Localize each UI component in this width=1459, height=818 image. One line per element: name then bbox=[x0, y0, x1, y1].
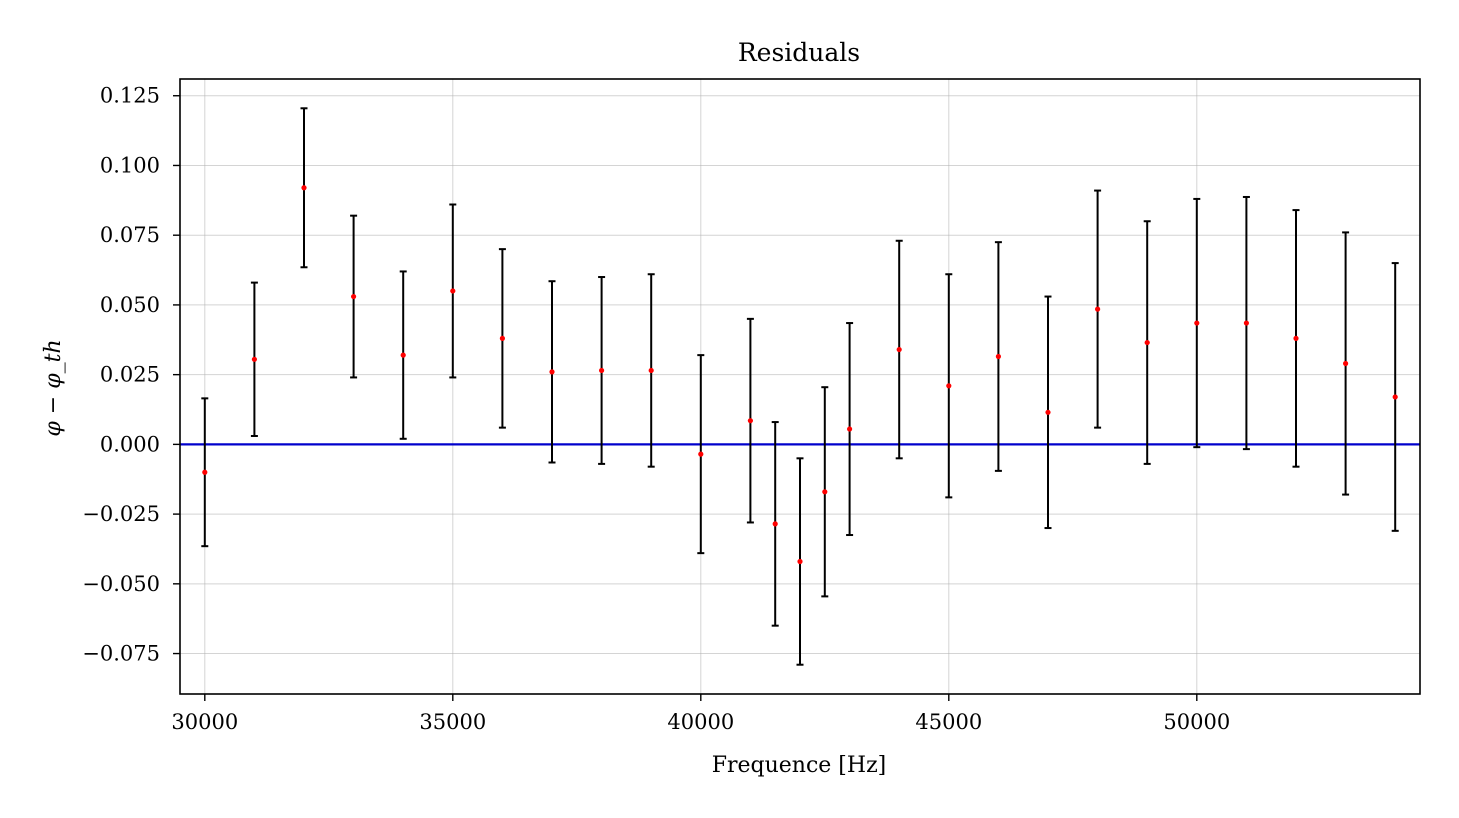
y-axis-ticks: 0.125 0.100 0.075 0.050 0.025 0.000 −0.025 −0.0… bbox=[82, 84, 180, 666]
y-tick-label: 0.025 bbox=[100, 363, 160, 387]
x-axis-label: Frequence [Hz] bbox=[712, 753, 887, 778]
x-tick-label: 30000 bbox=[171, 710, 238, 734]
data-point bbox=[1144, 339, 1150, 346]
data-point bbox=[301, 185, 307, 191]
data-point bbox=[1194, 320, 1200, 326]
errorbars bbox=[201, 107, 1399, 666]
data-point bbox=[896, 346, 902, 353]
x-tick-label: 35000 bbox=[419, 710, 486, 734]
y-tick-label: 0.050 bbox=[100, 293, 160, 317]
data-point bbox=[1392, 394, 1398, 400]
y-tick-label: 0.000 bbox=[100, 432, 160, 456]
data-point bbox=[995, 353, 1002, 360]
data-point bbox=[450, 288, 456, 294]
y-tick-label: 0.100 bbox=[100, 153, 160, 177]
y-tick-label: 0.075 bbox=[100, 223, 160, 247]
x-tick-label: 40000 bbox=[667, 710, 734, 734]
y-tick-label: −0.050 bbox=[82, 572, 160, 596]
data-point bbox=[251, 356, 257, 362]
data-point bbox=[1343, 360, 1349, 367]
chart-title: Residuals bbox=[738, 38, 860, 67]
y-tick-label: 0.125 bbox=[100, 84, 160, 108]
x-tick-label: 45000 bbox=[915, 710, 982, 734]
data-point bbox=[549, 369, 555, 375]
data-point bbox=[772, 521, 778, 527]
x-axis-ticks: 30000 35000 40000 45000 50000 bbox=[171, 694, 1230, 734]
y-tick-label: −0.075 bbox=[82, 642, 160, 666]
data-point bbox=[822, 489, 828, 495]
data-point bbox=[946, 383, 952, 389]
data-point bbox=[1045, 409, 1051, 415]
data-point bbox=[1243, 320, 1249, 326]
data-point bbox=[698, 451, 704, 457]
x-tick-label: 50000 bbox=[1163, 710, 1230, 734]
data-point bbox=[797, 558, 803, 565]
data-points bbox=[202, 185, 1398, 565]
data-point bbox=[1293, 335, 1299, 341]
data-point bbox=[202, 469, 208, 475]
data-point bbox=[1095, 306, 1101, 312]
data-point bbox=[351, 293, 357, 300]
data-point bbox=[648, 367, 654, 374]
data-point bbox=[847, 426, 853, 432]
data-point bbox=[747, 418, 754, 424]
data-point bbox=[599, 367, 605, 374]
y-tick-label: −0.025 bbox=[82, 502, 160, 526]
plot-area-frame bbox=[179, 78, 1421, 695]
y-axis-label: φ − φ_th bbox=[41, 339, 66, 436]
data-point bbox=[499, 335, 505, 341]
data-point bbox=[400, 352, 406, 358]
